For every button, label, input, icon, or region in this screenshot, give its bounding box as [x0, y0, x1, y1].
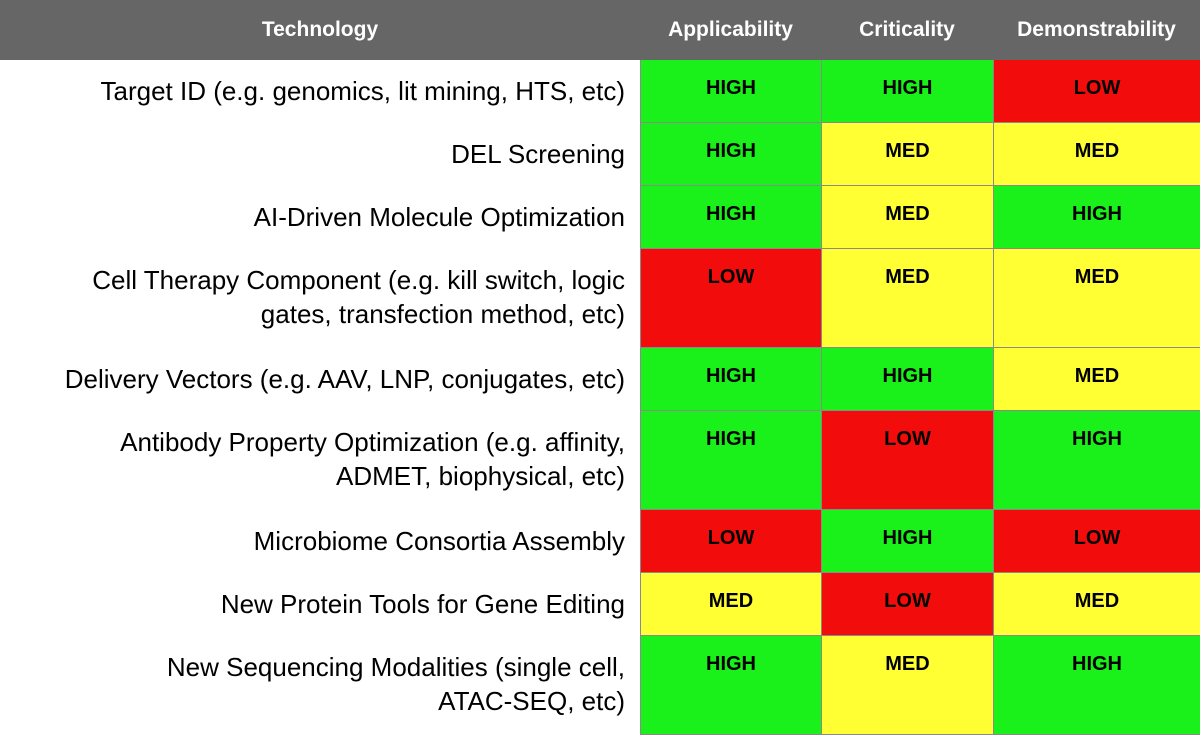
row-technology-label: Microbiome Consortia Assembly: [0, 510, 640, 573]
technology-line: AI-Driven Molecule Optimization: [253, 202, 625, 232]
rating-cell-demonstrability: LOW: [993, 510, 1200, 573]
rating-cell-criticality: MED: [821, 186, 993, 249]
row-technology-label: New Sequencing Modalities (single cell, A…: [0, 636, 640, 735]
rating-cell-applicability: LOW: [640, 510, 821, 573]
technology-line: Antibody Property Optimization (e.g. aff…: [120, 427, 625, 457]
header-applicability: Applicability: [640, 0, 821, 60]
header-technology: Technology: [0, 0, 640, 60]
header-demonstrability: Demonstrability: [993, 0, 1200, 60]
rating-cell-criticality: MED: [821, 123, 993, 186]
rating-cell-criticality: HIGH: [821, 510, 993, 573]
row-technology-label: DEL Screening: [0, 123, 640, 186]
technology-line: Cell Therapy Component (e.g. kill switch…: [92, 265, 625, 295]
rating-cell-criticality: MED: [821, 636, 993, 735]
row-technology-label: Antibody Property Optimization (e.g. aff…: [0, 411, 640, 510]
row-technology-label: AI-Driven Molecule Optimization: [0, 186, 640, 249]
technology-line: Delivery Vectors (e.g. AAV, LNP, conjuga…: [64, 364, 625, 394]
rating-cell-criticality: HIGH: [821, 348, 993, 411]
row-technology-label: Cell Therapy Component (e.g. kill switch…: [0, 249, 640, 348]
rating-cell-demonstrability: HIGH: [993, 636, 1200, 735]
rating-cell-applicability: LOW: [640, 249, 821, 348]
rating-cell-demonstrability: MED: [993, 348, 1200, 411]
rating-cell-applicability: HIGH: [640, 348, 821, 411]
rating-cell-demonstrability: HIGH: [993, 411, 1200, 510]
technology-line: New Protein Tools for Gene Editing: [220, 589, 625, 619]
rating-cell-applicability: HIGH: [640, 636, 821, 735]
rating-cell-applicability: HIGH: [640, 123, 821, 186]
rating-cell-applicability: HIGH: [640, 186, 821, 249]
technology-line: ATAC-SEQ, etc): [438, 686, 625, 716]
rating-cell-demonstrability: LOW: [993, 60, 1200, 123]
rating-cell-applicability: HIGH: [640, 411, 821, 510]
row-technology-label: Target ID (e.g. genomics, lit mining, HT…: [0, 60, 640, 123]
technology-line: Microbiome Consortia Assembly: [253, 526, 625, 556]
rating-cell-demonstrability: MED: [993, 249, 1200, 348]
row-technology-label: Delivery Vectors (e.g. AAV, LNP, conjuga…: [0, 348, 640, 411]
header-criticality: Criticality: [821, 0, 993, 60]
rating-cell-criticality: MED: [821, 249, 993, 348]
rating-cell-demonstrability: HIGH: [993, 186, 1200, 249]
rating-cell-criticality: LOW: [821, 573, 993, 636]
rating-cell-applicability: MED: [640, 573, 821, 636]
technology-line: New Sequencing Modalities (single cell,: [166, 652, 625, 682]
rating-cell-criticality: LOW: [821, 411, 993, 510]
technology-line: Target ID (e.g. genomics, lit mining, HT…: [100, 76, 625, 106]
rating-cell-criticality: HIGH: [821, 60, 993, 123]
rating-cell-demonstrability: MED: [993, 573, 1200, 636]
technology-line: ADMET, biophysical, etc): [336, 461, 625, 491]
technology-line: gates, transfection method, etc): [260, 299, 625, 329]
rating-cell-demonstrability: MED: [993, 123, 1200, 186]
rating-cell-applicability: HIGH: [640, 60, 821, 123]
technology-line: DEL Screening: [451, 139, 625, 169]
row-technology-label: New Protein Tools for Gene Editing: [0, 573, 640, 636]
